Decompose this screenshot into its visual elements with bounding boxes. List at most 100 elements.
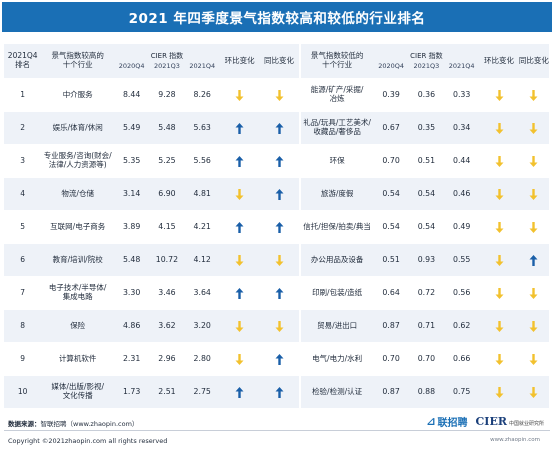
arrow-down-icon	[275, 254, 284, 266]
arrow-up-icon	[275, 155, 284, 167]
low-2021q3-cell: 0.54	[408, 211, 445, 244]
high-qoq-cell	[219, 112, 260, 145]
header-cier-index-label: CIER 指数	[410, 51, 443, 60]
low-yoy-cell	[518, 112, 549, 145]
high-yoy-cell	[259, 376, 299, 409]
high-industry-cell: 专业服务/咨询(财会/ 法律/人力资源等)	[41, 145, 115, 178]
low-industry-cell: 信托/担保/拍卖/典当	[298, 211, 374, 244]
high-qoq-cell	[219, 376, 260, 409]
arrow-down-icon	[529, 320, 538, 332]
title-bar: 2021 年四季度景气指数较高和较低的行业排名	[2, 2, 552, 32]
header-cier-low: CIER 指数 2020Q4 2021Q3 2021Q4	[373, 44, 480, 79]
low-2021q4-cell: 0.49	[444, 211, 480, 244]
high-industry-cell: 娱乐/体育/休闲	[41, 112, 115, 145]
low-qoq-cell	[479, 178, 519, 211]
high-2021q4-cell: 4.12	[184, 244, 220, 277]
ranking-table: 2021Q4 排名 景气指数较高的 十个行业 CIER 指数 2020Q4 20…	[4, 44, 549, 409]
low-qoq-cell	[479, 79, 519, 112]
high-yoy-cell	[259, 178, 299, 211]
high-2021q4-cell: 2.80	[184, 343, 220, 376]
data-source-text: 智联招聘（www.zhaopin.com）	[40, 420, 139, 428]
high-qoq-cell	[219, 79, 260, 112]
arrow-down-icon	[275, 89, 284, 101]
low-2021q3-cell: 0.93	[408, 244, 445, 277]
table-row: 7 电子技术/半导体/ 集成电路 3.30 3.46 3.64 印刷/包装/造纸 0.64 0…	[4, 277, 549, 310]
high-2021q4-cell: 4.21	[184, 211, 220, 244]
high-2021q3-cell: 5.25	[149, 145, 185, 178]
arrow-up-icon	[275, 386, 284, 398]
arrow-down-icon	[529, 353, 538, 365]
low-2020q4-cell: 0.87	[373, 310, 409, 343]
arrow-up-icon	[275, 353, 284, 365]
high-2021q4-cell: 5.56	[184, 145, 220, 178]
arrow-down-icon	[529, 155, 538, 167]
rank-cell: 4	[4, 178, 42, 211]
low-yoy-cell	[518, 310, 549, 343]
low-2021q4-cell: 0.66	[444, 343, 480, 376]
high-2021q3-cell: 10.72	[149, 244, 185, 277]
header-2021q4: 2021Q4	[448, 61, 475, 70]
low-2021q4-cell: 0.44	[444, 145, 480, 178]
low-qoq-cell	[479, 211, 519, 244]
arrow-up-icon	[235, 221, 244, 233]
low-industry-cell: 办公用品及设备	[298, 244, 374, 277]
high-industry-cell: 电子技术/半导体/ 集成电路	[41, 277, 115, 310]
high-industry-cell: 保险	[41, 310, 115, 343]
high-2020q4-cell: 2.31	[114, 343, 150, 376]
low-2021q4-cell: 0.33	[444, 79, 480, 112]
high-industry-cell: 计算机软件	[41, 343, 115, 376]
low-industry-cell: 能源/矿产/采掘/ 冶炼	[298, 79, 374, 112]
header-2021q4: 2021Q4	[189, 61, 216, 70]
low-2021q3-cell: 0.36	[408, 79, 445, 112]
high-2021q4-cell: 4.81	[184, 178, 220, 211]
low-2021q4-cell: 0.55	[444, 244, 480, 277]
low-2020q4-cell: 0.64	[373, 277, 409, 310]
high-2020q4-cell: 8.44	[114, 79, 150, 112]
high-2020q4-cell: 1.73	[114, 376, 150, 409]
header-cier-index-label: CIER 指数	[150, 51, 184, 60]
high-2021q4-cell: 2.75	[184, 376, 220, 409]
arrow-down-icon	[235, 353, 244, 365]
arrow-down-icon	[275, 320, 284, 332]
arrow-down-icon	[495, 353, 504, 365]
low-2020q4-cell: 0.54	[373, 211, 409, 244]
header-yoy: 同比变化	[259, 44, 299, 79]
low-qoq-cell	[479, 277, 519, 310]
arrow-down-icon	[495, 188, 504, 200]
low-industry-cell: 旅游/度假	[298, 178, 374, 211]
high-2021q4-cell: 3.64	[184, 277, 220, 310]
table-header-row: 2021Q4 排名 景气指数较高的 十个行业 CIER 指数 2020Q4 20…	[4, 44, 549, 79]
high-2020q4-cell: 3.30	[114, 277, 150, 310]
high-2020q4-cell: 3.89	[114, 211, 150, 244]
header-low-industry: 景气指数较低的 十个行业	[298, 44, 374, 79]
high-yoy-cell	[259, 112, 299, 145]
rank-cell: 3	[4, 145, 42, 178]
low-yoy-cell	[518, 79, 549, 112]
arrow-up-icon	[529, 254, 538, 266]
arrow-down-icon	[529, 287, 538, 299]
table-row: 8 保险 4.86 3.62 3.20 贸易/进出口 0.87 0.71 0.62	[4, 310, 549, 343]
high-2020q4-cell: 5.35	[114, 145, 150, 178]
high-2021q3-cell: 6.90	[149, 178, 185, 211]
low-2020q4-cell: 0.54	[373, 178, 409, 211]
high-qoq-cell	[219, 178, 260, 211]
arrow-down-icon	[235, 254, 244, 266]
arrow-up-icon	[235, 155, 244, 167]
low-yoy-cell	[518, 244, 549, 277]
high-2021q4-cell: 3.20	[184, 310, 220, 343]
arrow-down-icon	[495, 122, 504, 134]
arrow-down-icon	[495, 221, 504, 233]
high-2021q3-cell: 4.15	[149, 211, 185, 244]
low-2021q3-cell: 0.51	[408, 145, 445, 178]
high-2021q3-cell: 9.28	[149, 79, 185, 112]
low-yoy-cell	[518, 211, 549, 244]
high-2021q3-cell: 3.46	[149, 277, 185, 310]
high-2020q4-cell: 5.48	[114, 244, 150, 277]
arrow-down-icon	[495, 89, 504, 101]
low-yoy-cell	[518, 376, 549, 409]
header-cier-high: CIER 指数 2020Q4 2021Q3 2021Q4	[114, 44, 220, 79]
high-yoy-cell	[259, 79, 299, 112]
low-2021q3-cell: 0.71	[408, 310, 445, 343]
copyright: Copyright ©2021zhaopin.com all rights re…	[8, 437, 168, 445]
arrow-down-icon	[495, 254, 504, 266]
